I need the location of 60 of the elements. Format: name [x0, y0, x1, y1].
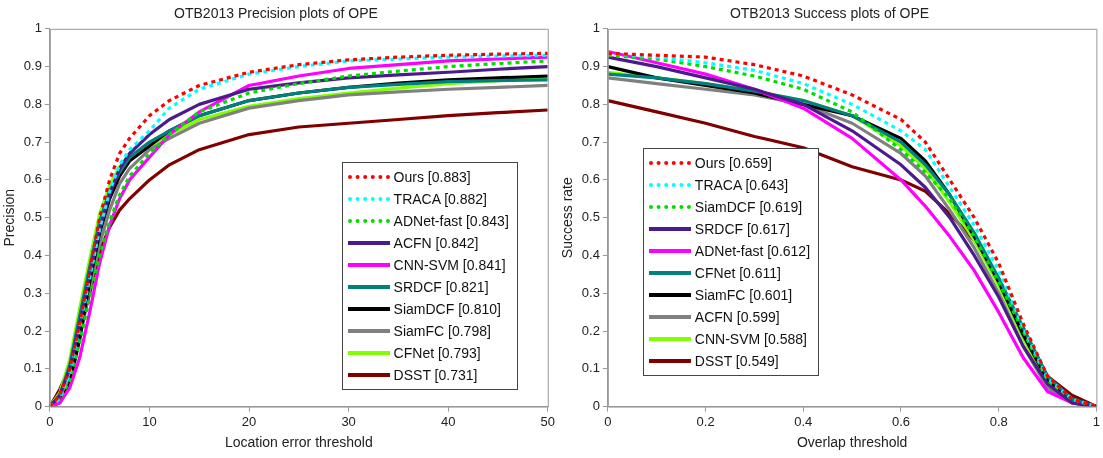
- x-tick-label: 30: [341, 413, 356, 429]
- y-tick-label: 0.8: [581, 95, 600, 111]
- x-tick-label: 0.6: [891, 413, 911, 429]
- legend-label: Ours [0.659]: [694, 154, 772, 171]
- x-tick-label: 0.4: [794, 413, 813, 429]
- y-tick-label: 0.6: [581, 171, 600, 187]
- legend-label: TRACA [0.882]: [393, 190, 487, 207]
- x-tick-label: 0.2: [696, 413, 715, 429]
- legend-label: CNN-SVM [0.841]: [393, 256, 506, 273]
- x-tick-label: 10: [142, 413, 157, 429]
- legend-label: TRACA [0.643]: [694, 176, 789, 193]
- legend-label: DSST [0.731]: [393, 366, 478, 383]
- x-tick-label: 50: [540, 413, 555, 429]
- y-tick-label: 0.5: [23, 209, 42, 225]
- x-axis-title: Overlap threshold: [796, 434, 908, 451]
- y-tick-label: 1: [592, 20, 600, 36]
- x-tick-label: 0.8: [989, 413, 1008, 429]
- legend-label: ACFN [0.599]: [694, 308, 780, 325]
- legend-label: SiamFC [0.798]: [393, 322, 491, 339]
- y-tick-label: 0.9: [581, 58, 600, 74]
- y-tick-label: 0.9: [23, 58, 42, 74]
- legend-label: SiamDCF [0.810]: [393, 300, 501, 317]
- legend-label: SiamFC [0.601]: [694, 286, 793, 303]
- x-tick-label: 20: [241, 413, 257, 429]
- legend-label: ADNet-fast [0.843]: [393, 212, 509, 229]
- x-tick-label: 40: [440, 413, 456, 429]
- y-tick-label: 0.7: [581, 133, 600, 149]
- y-tick-label: 0.7: [23, 133, 42, 149]
- legend-label: Ours [0.883]: [393, 168, 471, 185]
- x-tick-label: 0: [46, 413, 54, 429]
- y-tick-label: 0: [34, 398, 42, 414]
- legend-label: DSST [0.549]: [694, 352, 779, 369]
- y-tick-label: 0.6: [23, 171, 42, 187]
- y-tick-label: 0.1: [23, 360, 42, 376]
- y-axis-title: Success rate: [559, 177, 576, 259]
- y-axis-title: Precision: [1, 188, 18, 247]
- legend-label: ADNet-fast [0.612]: [694, 242, 811, 259]
- legend-label: CFNet [0.611]: [694, 264, 781, 281]
- y-tick-label: 0: [592, 398, 600, 414]
- legend-label: ACFN [0.842]: [393, 234, 479, 251]
- y-tick-label: 0.4: [581, 247, 600, 263]
- y-tick-label: 0.8: [23, 95, 42, 111]
- y-tick-label: 0.4: [23, 247, 42, 263]
- legend-label: CFNet [0.793]: [393, 344, 481, 361]
- x-axis-title: Location error threshold: [224, 434, 373, 451]
- y-tick-label: 0.1: [581, 360, 600, 376]
- y-tick-label: 0.2: [23, 322, 42, 338]
- x-tick-label: 0: [604, 413, 612, 429]
- y-tick-label: 0.3: [581, 284, 600, 300]
- legend-label: CNN-SVM [0.588]: [694, 330, 807, 347]
- y-tick-label: 0.5: [581, 209, 600, 225]
- y-tick-label: 0.2: [581, 322, 600, 338]
- y-tick-label: 1: [34, 20, 42, 36]
- chart-title: OTB2013 Success plots of OPE: [729, 5, 930, 22]
- x-tick-label: 1: [1092, 413, 1100, 429]
- chart-title: OTB2013 Precision plots of OPE: [174, 5, 378, 22]
- legend-label: SiamDCF [0.619]: [694, 198, 803, 215]
- legend-label: SRDCF [0.821]: [393, 278, 489, 295]
- y-tick-label: 0.3: [23, 284, 42, 300]
- legend-label: SRDCF [0.617]: [694, 220, 790, 237]
